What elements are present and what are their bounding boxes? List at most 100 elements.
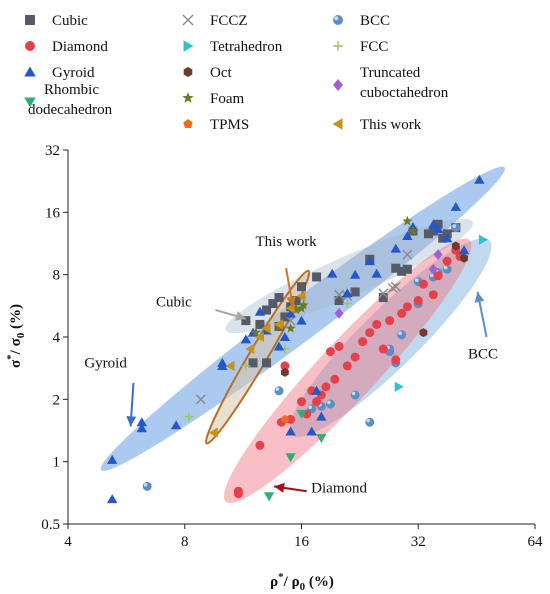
diamond-point [397, 308, 407, 318]
annotation-arrow-head [474, 291, 485, 303]
diamond-point [442, 256, 452, 266]
x-axis-title-sub: 0 [300, 581, 306, 593]
fccz-point [378, 288, 389, 299]
cubic-point [397, 266, 407, 276]
gyroid-point [285, 426, 296, 436]
gyroid-legend-marker [24, 66, 36, 77]
tetrahedron-point [478, 234, 488, 245]
foam-point [250, 327, 261, 337]
legend-item-this-work: This work [332, 117, 422, 133]
y-tick-label: 32 [45, 143, 60, 159]
diamond-point [402, 302, 412, 312]
diamond-point [433, 271, 443, 281]
data-points [107, 174, 488, 504]
rhombic-dodecahedron-point [316, 434, 327, 444]
legend-item-bcc: BCC [333, 13, 390, 29]
foam-point [402, 215, 413, 226]
truncated-cuboctahedron-point [428, 263, 438, 275]
this-work-point [261, 323, 271, 334]
bcc-point [451, 223, 461, 233]
diamond-point [378, 344, 388, 354]
x-tick-label: 32 [411, 534, 426, 550]
diamond-point [330, 374, 340, 384]
cubic-point [423, 229, 433, 239]
legend-label: FCCZ [210, 13, 248, 29]
cubic-point [262, 305, 272, 315]
legend-label: Gyroid [52, 65, 95, 81]
rhombic-dodecahedron-point [285, 453, 296, 463]
annotation-label: BCC [468, 346, 498, 362]
x-tick-label: 64 [528, 534, 544, 550]
legend-label: FCC [360, 39, 388, 55]
diamond-point [233, 486, 243, 496]
x-tick-label: 8 [181, 534, 189, 550]
bcc-point [385, 344, 395, 354]
legend-item-cubic: Cubic [25, 13, 88, 29]
diamond-point [413, 296, 423, 306]
cubic-point [334, 296, 344, 306]
diamond-point [312, 397, 322, 407]
gyroid-point [450, 201, 462, 211]
diamond-point [342, 361, 352, 371]
legend-label: This work [360, 117, 422, 133]
y-tick-label: 1 [53, 455, 61, 471]
x-axis-title-unit: (%) [305, 574, 334, 590]
diamond-point [428, 290, 438, 300]
fccz-point [387, 282, 398, 293]
x-axis-title: ρ*/ ρ0 (%) [270, 571, 334, 593]
cubic-point [428, 226, 438, 236]
diamond-point [372, 319, 382, 329]
diamond-point [365, 328, 375, 338]
gyroid-point [136, 417, 147, 427]
diamond-point [418, 279, 428, 289]
y-axis-title: σ*/ σ0 (%) [5, 304, 27, 368]
diamond-point [321, 382, 331, 392]
fcc-legend-marker [333, 41, 343, 51]
gyroid-point [349, 269, 361, 279]
y-axis-title-sub: 0 [15, 332, 27, 338]
annotation-label: Cubic [156, 295, 192, 311]
gyroid-point [107, 454, 118, 464]
cubic-point [280, 312, 290, 322]
bcc-point [142, 481, 152, 491]
diamond-point [255, 440, 265, 450]
y-axis-title-unit: (%) [8, 304, 24, 333]
bcc-point [350, 390, 360, 400]
this-work-legend-marker [332, 118, 343, 130]
region-bcc [289, 238, 492, 438]
gyroid-point [342, 288, 353, 298]
gyroid-point [170, 420, 182, 430]
truncated-cuboctahedron-point [334, 308, 344, 319]
this-work-point [274, 319, 284, 330]
annotation-arrow-head [274, 482, 285, 493]
fccz-legend-marker [182, 14, 194, 26]
oct-legend-marker [183, 67, 193, 77]
gyroid-point [371, 268, 382, 278]
y-axis-title-main: σ [8, 359, 24, 368]
legend-item-gyroid: Gyroid [24, 65, 95, 81]
foam-point [407, 225, 419, 236]
legend-label: BCC [360, 13, 390, 29]
gyroid-point [442, 233, 453, 243]
gyroid-point [306, 426, 317, 436]
diamond-point [325, 347, 335, 357]
diamond-point [334, 341, 344, 351]
bcc-legend-marker [333, 15, 343, 25]
tick-labels: 4 8 16 32 64 0.5 1 2 4 8 16 32 [41, 143, 543, 550]
diamond-point [385, 316, 395, 326]
cubic-point [268, 299, 278, 309]
annotation-gyroid: Gyroid [84, 355, 137, 427]
legend-item-fcc: FCC [333, 39, 388, 55]
gyroid-point [458, 245, 470, 255]
diamond-legend-marker [25, 41, 35, 51]
diamond-point [286, 414, 296, 424]
region-ellipses [100, 166, 505, 503]
tetrahedron-legend-marker [183, 40, 194, 52]
annotation-arrow-head [234, 311, 246, 321]
foam-point [285, 323, 296, 333]
gyroid-point [474, 174, 485, 184]
fcc-point [184, 412, 194, 422]
cubic-point [402, 264, 412, 274]
foam-point [298, 299, 309, 310]
this-work-point [254, 331, 264, 343]
